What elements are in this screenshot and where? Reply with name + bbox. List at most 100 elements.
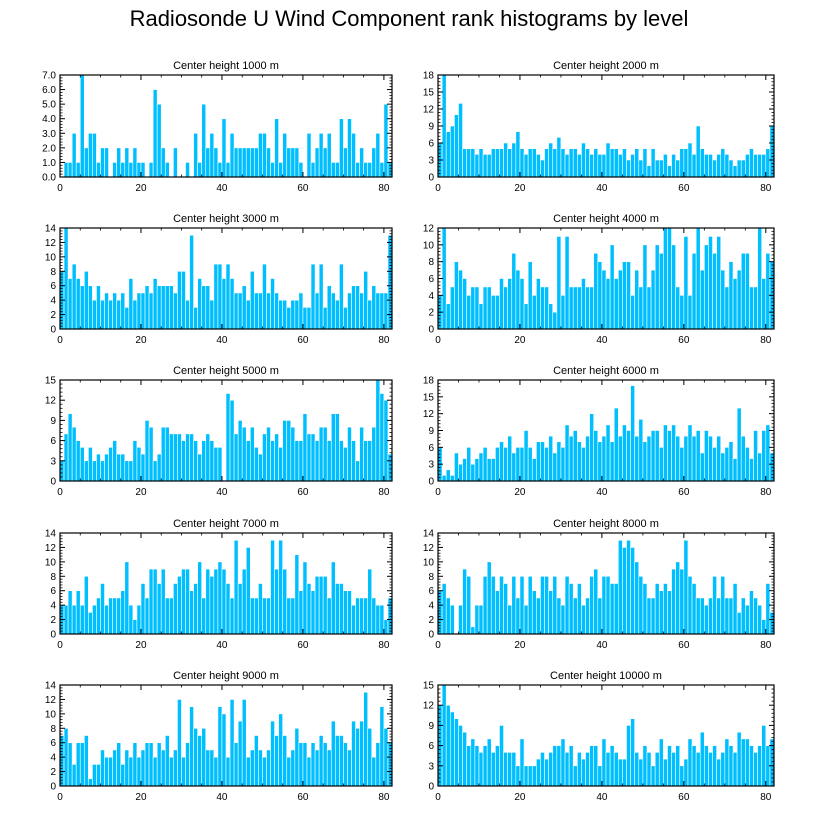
histogram-bar <box>449 125 455 178</box>
histogram-bar <box>375 379 381 482</box>
histogram-bar <box>511 452 517 482</box>
histogram-bar <box>359 292 364 330</box>
histogram-bar <box>112 440 117 482</box>
histogram-bar <box>314 292 320 330</box>
histogram-bar <box>375 604 381 635</box>
histogram-bar <box>225 162 231 178</box>
histogram-bar <box>490 458 496 482</box>
histogram-bar <box>290 597 296 635</box>
histogram-bar <box>757 604 763 635</box>
histogram-bar <box>233 539 239 635</box>
histogram-bar <box>116 742 122 787</box>
histogram-bar <box>585 148 590 178</box>
histogram-bar <box>92 132 97 178</box>
histogram-bar <box>326 597 332 635</box>
histogram-bar <box>503 142 508 178</box>
x-tick-label: 80 <box>760 487 772 498</box>
histogram-bar <box>556 137 562 178</box>
histogram-bar <box>326 749 332 787</box>
histogram-bar <box>201 103 207 178</box>
y-tick-label: 10 <box>423 240 435 251</box>
histogram-bar <box>213 447 219 482</box>
x-tick-label: 20 <box>135 792 147 803</box>
histogram-bar <box>720 148 726 178</box>
histogram-bar <box>572 430 578 482</box>
histogram-bar <box>691 583 697 635</box>
histogram-bar <box>67 413 73 482</box>
histogram-bar <box>716 435 722 482</box>
histogram-bar <box>100 147 105 178</box>
histogram-bar <box>515 131 521 178</box>
histogram-bar <box>482 154 488 178</box>
histogram-bar <box>724 286 730 330</box>
plot-frame <box>59 684 393 787</box>
histogram-bar <box>503 447 508 482</box>
histogram-bar <box>209 299 215 330</box>
histogram-bar <box>568 435 574 482</box>
histogram-bar <box>462 458 467 482</box>
histogram-bar <box>626 261 631 330</box>
histogram-bar <box>355 597 360 635</box>
histogram-bar <box>258 453 263 482</box>
x-tick-label: 80 <box>760 335 772 346</box>
histogram-bar <box>699 148 705 178</box>
histogram-bar <box>671 154 676 178</box>
histogram-bar <box>466 148 472 178</box>
histogram-bar <box>306 433 312 482</box>
histogram-bar <box>92 764 97 787</box>
histogram-bar <box>274 735 279 787</box>
plot-frame <box>437 684 775 787</box>
histogram-bar <box>152 460 158 482</box>
histogram-bar <box>205 568 211 635</box>
y-tick-label: 8 <box>50 724 56 735</box>
histogram-bar <box>454 114 459 178</box>
histogram-bar <box>540 752 545 787</box>
y-tick-label: 9 <box>428 122 434 133</box>
x-tick-label: 20 <box>135 183 147 194</box>
y-tick-label: 2.0 <box>42 143 56 154</box>
histogram-bar <box>581 604 586 635</box>
histogram-bar <box>274 433 279 482</box>
histogram-bar <box>351 604 356 635</box>
histogram-bar <box>601 435 607 482</box>
histogram-bar <box>507 278 513 330</box>
histogram-bar <box>124 749 130 787</box>
histogram-bar <box>254 447 259 482</box>
histogram-bar <box>96 764 101 787</box>
histogram-bar <box>495 148 500 178</box>
histogram-bar <box>695 125 701 178</box>
histogram-bar <box>626 159 631 178</box>
x-tick-label: 60 <box>297 335 309 346</box>
histogram-bar <box>531 590 537 635</box>
histogram-bar <box>454 452 459 482</box>
histogram-bar <box>495 745 500 787</box>
histogram-bar <box>306 132 312 178</box>
histogram-bar <box>745 252 750 330</box>
histogram-bar <box>201 597 207 635</box>
histogram-bar <box>552 575 558 635</box>
histogram-bar <box>59 460 65 482</box>
histogram-bar <box>136 756 142 787</box>
histogram-bar <box>322 742 328 787</box>
histogram-bar <box>330 561 336 635</box>
histogram-bar <box>282 299 288 330</box>
histogram-bar <box>613 407 619 482</box>
histogram-bar <box>88 612 93 635</box>
histogram-bar <box>343 590 348 635</box>
histogram-bar <box>642 244 648 330</box>
histogram-bar <box>209 749 215 787</box>
histogram-bar <box>181 270 186 330</box>
histogram-bar <box>462 568 467 635</box>
histogram-bar <box>322 426 328 482</box>
histogram-bar <box>708 752 713 787</box>
histogram-bar <box>581 758 586 787</box>
histogram-bar <box>116 299 122 330</box>
histogram-bar <box>507 148 513 178</box>
histogram-bar <box>201 285 207 330</box>
histogram-bar <box>136 162 142 178</box>
histogram-bar <box>552 311 558 330</box>
histogram-bar <box>128 460 134 482</box>
x-tick-label: 40 <box>216 183 228 194</box>
histogram-bar <box>581 142 586 178</box>
histogram-bar <box>339 735 344 787</box>
